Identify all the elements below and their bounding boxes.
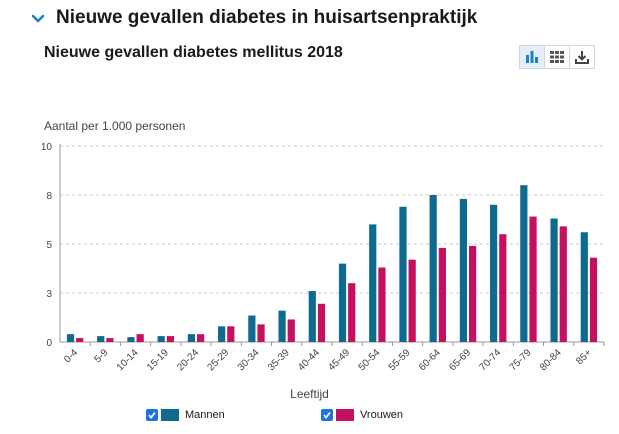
bar-mannen bbox=[550, 218, 558, 342]
x-tick-label: 65-69 bbox=[447, 347, 473, 373]
legend-item-vrouwen[interactable]: Vrouwen bbox=[321, 409, 403, 421]
y-tick-label: 10 bbox=[41, 142, 53, 153]
x-tick-label: 30-34 bbox=[236, 347, 262, 373]
bar-mannen bbox=[187, 334, 195, 342]
x-tick-label: 25-29 bbox=[205, 347, 231, 373]
bar-mannen bbox=[580, 232, 588, 342]
x-tick-label: 15-19 bbox=[145, 347, 171, 373]
chart-toolbar bbox=[519, 45, 595, 69]
bar-vrouwen bbox=[469, 245, 477, 342]
bar-mannen bbox=[369, 224, 377, 342]
x-tick-label: 80-84 bbox=[538, 347, 564, 373]
legend-label-mannen: Mannen bbox=[185, 409, 225, 421]
x-tick-label: 85+ bbox=[574, 347, 594, 367]
bar-vrouwen bbox=[106, 338, 114, 342]
x-tick-label: 45-49 bbox=[326, 347, 352, 373]
bar-mannen bbox=[127, 337, 135, 342]
bar-mannen bbox=[399, 206, 407, 342]
section-header[interactable]: Nieuwe gevallen diabetes in huisartsenpr… bbox=[0, 0, 619, 38]
y-tick-label: 3 bbox=[46, 289, 52, 300]
download-button[interactable] bbox=[569, 45, 595, 69]
bar-vrouwen bbox=[348, 283, 356, 342]
bar-vrouwen bbox=[257, 324, 265, 342]
chart-view-button[interactable] bbox=[519, 45, 545, 69]
table-icon bbox=[550, 51, 564, 63]
bar-vrouwen bbox=[227, 326, 235, 342]
x-axis-label: Leeftijd bbox=[290, 387, 329, 401]
y-tick-label: 8 bbox=[46, 191, 52, 202]
bar-mannen bbox=[66, 334, 75, 342]
bar-vrouwen bbox=[438, 247, 446, 342]
x-tick-label: 55-59 bbox=[387, 347, 413, 373]
bar-mannen bbox=[520, 185, 528, 342]
bar-vrouwen bbox=[589, 257, 598, 342]
bar-vrouwen bbox=[378, 267, 386, 342]
legend-swatch-mannen bbox=[161, 409, 179, 421]
bar-mannen bbox=[308, 291, 316, 342]
bar-mannen bbox=[248, 315, 256, 342]
checkbox-checked-icon[interactable] bbox=[146, 409, 158, 421]
table-view-button[interactable] bbox=[544, 45, 570, 69]
x-tick-label: 35-39 bbox=[266, 347, 292, 373]
legend-label-vrouwen: Vrouwen bbox=[360, 409, 404, 421]
bar-mannen bbox=[97, 336, 105, 342]
chart-title: Nieuwe gevallen diabetes mellitus 2018 bbox=[44, 44, 343, 61]
bar-vrouwen bbox=[499, 234, 507, 342]
bar-mannen bbox=[218, 326, 226, 342]
x-tick-label: 10-14 bbox=[115, 347, 141, 373]
y-axis-label: Aantal per 1.000 personen bbox=[44, 119, 186, 133]
x-tick-label: 0-4 bbox=[62, 347, 80, 365]
bar-vrouwen bbox=[76, 338, 84, 342]
download-icon bbox=[575, 50, 589, 64]
bar-vrouwen bbox=[136, 334, 144, 342]
x-tick-label: 70-74 bbox=[477, 347, 503, 373]
bar-mannen bbox=[490, 204, 498, 342]
x-tick-label: 20-24 bbox=[175, 347, 201, 373]
bar-mannen bbox=[338, 263, 347, 342]
x-tick-label: 5-9 bbox=[92, 347, 110, 365]
bar-chart-icon bbox=[526, 51, 538, 63]
x-tick-label: 60-64 bbox=[417, 347, 443, 373]
checkbox-checked-icon[interactable] bbox=[321, 409, 333, 421]
y-tick-label: 5 bbox=[46, 240, 52, 251]
bar-vrouwen bbox=[408, 259, 416, 342]
legend-swatch-vrouwen bbox=[336, 409, 354, 421]
x-tick-label: 75-79 bbox=[508, 347, 534, 373]
bar-vrouwen bbox=[317, 303, 326, 342]
chevron-down-icon[interactable] bbox=[30, 11, 46, 27]
x-tick-label: 50-54 bbox=[357, 347, 383, 373]
section-title: Nieuwe gevallen diabetes in huisartsenpr… bbox=[56, 7, 478, 28]
bar-vrouwen bbox=[287, 319, 295, 342]
legend: Mannen Vrouwen bbox=[0, 409, 619, 427]
legend-item-mannen[interactable]: Mannen bbox=[146, 409, 225, 421]
bar-vrouwen bbox=[166, 336, 174, 342]
bar-mannen bbox=[459, 198, 467, 342]
bar-mannen bbox=[157, 336, 165, 342]
bar-mannen bbox=[278, 310, 286, 342]
bar-vrouwen bbox=[197, 334, 205, 342]
bar-vrouwen bbox=[529, 216, 537, 342]
x-tick-label: 40-44 bbox=[296, 347, 322, 373]
bar-mannen bbox=[429, 195, 437, 342]
bar-vrouwen bbox=[559, 226, 567, 342]
y-tick-label: 0 bbox=[46, 338, 52, 349]
